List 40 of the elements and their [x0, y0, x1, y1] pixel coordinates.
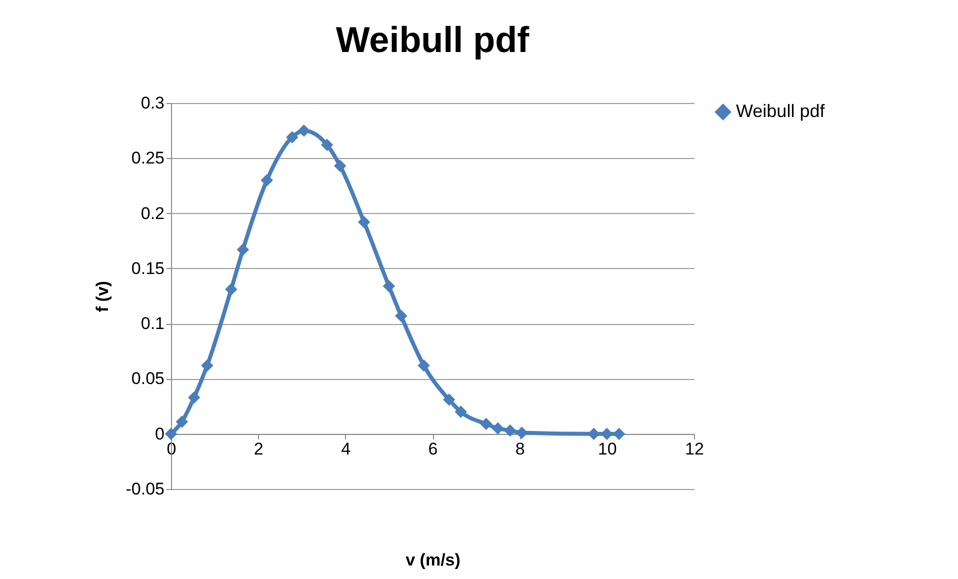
x-tick-label: 10 — [598, 439, 617, 458]
legend-label: Weibull pdf — [736, 101, 826, 121]
point — [480, 418, 492, 430]
x-axis-title: v (m/s) — [406, 550, 460, 570]
x-tick-label: 8 — [515, 439, 525, 458]
point — [516, 426, 528, 439]
chart-title: Weibull pdf — [336, 19, 530, 60]
point — [260, 174, 274, 186]
point — [504, 424, 516, 437]
point — [176, 416, 188, 428]
y-tick-label: -0.05 — [126, 480, 164, 498]
point — [358, 216, 370, 228]
point — [454, 406, 467, 418]
y-tick-label: 0.2 — [140, 204, 164, 223]
y-tick-label: 0.25 — [131, 148, 164, 168]
x-tick-label: 6 — [428, 439, 438, 458]
y-axis-title: f (v) — [92, 280, 112, 312]
point — [418, 359, 430, 372]
point — [334, 160, 346, 172]
y-tick-label: 0.05 — [131, 369, 164, 388]
point — [236, 244, 250, 256]
y-tick-label: 0.15 — [131, 258, 164, 278]
x-tick-label: 4 — [341, 439, 351, 458]
point — [492, 422, 504, 434]
x-tick-label: 12 — [685, 439, 704, 458]
point — [394, 310, 408, 322]
point — [320, 138, 334, 152]
point — [588, 428, 600, 440]
point — [188, 391, 200, 404]
y-tick-label: 0.3 — [140, 94, 164, 112]
y-tick-label: 0 — [155, 424, 164, 444]
point — [382, 280, 396, 292]
point — [201, 359, 214, 372]
point — [164, 428, 178, 440]
point — [298, 124, 310, 137]
x-tick-label: 2 — [254, 439, 264, 458]
point — [442, 394, 456, 406]
point — [225, 283, 238, 296]
point — [286, 131, 298, 144]
y-tick-label: 0.1 — [140, 314, 164, 334]
